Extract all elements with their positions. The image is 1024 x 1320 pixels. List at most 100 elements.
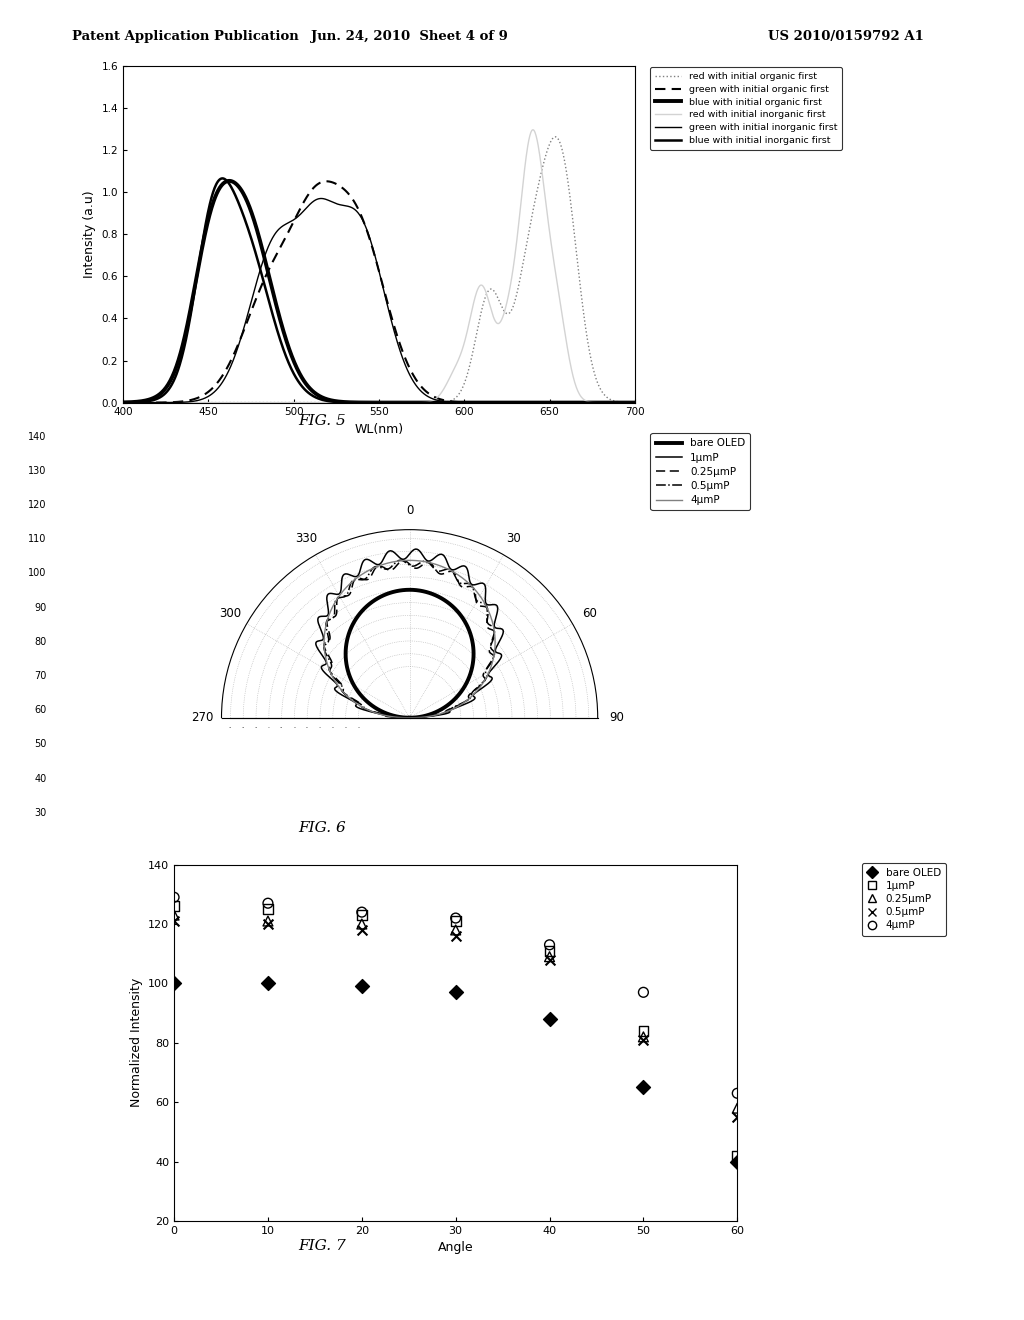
green with initial organic first	[321, 173, 333, 189]
Text: US 2010/0159792 A1: US 2010/0159792 A1	[768, 30, 924, 44]
red with initial organic first	[474, 308, 486, 323]
4μmP	[260, 892, 276, 913]
red with initial organic first	[522, 224, 535, 240]
Line: green with initial organic first: green with initial organic first	[123, 181, 643, 403]
Text: FIG. 7: FIG. 7	[299, 1239, 346, 1253]
X-axis label: WL(nm): WL(nm)	[354, 422, 403, 436]
green with initial inorganic first	[523, 395, 536, 411]
red with initial inorganic first	[117, 395, 129, 411]
Text: Patent Application Publication: Patent Application Publication	[72, 30, 298, 44]
4μmP	[635, 982, 651, 1003]
red with initial inorganic first	[474, 277, 486, 293]
Line: blue with initial inorganic first: blue with initial inorganic first	[123, 178, 643, 403]
bare OLED	[353, 975, 370, 997]
red with initial organic first	[532, 178, 545, 194]
X-axis label: Angle: Angle	[438, 1241, 473, 1254]
green with initial inorganic first	[117, 395, 129, 411]
red with initial organic first	[170, 395, 182, 411]
4μmP	[353, 902, 370, 923]
4μmP	[166, 887, 182, 908]
Line: red with initial inorganic first: red with initial inorganic first	[123, 129, 643, 403]
0.25μmP	[353, 913, 370, 935]
green with initial inorganic first	[315, 190, 328, 206]
blue with initial organic first	[637, 395, 649, 411]
blue with initial organic first	[117, 395, 129, 411]
green with initial organic first	[475, 395, 487, 411]
red with initial inorganic first	[522, 132, 535, 148]
red with initial inorganic first	[637, 395, 649, 411]
1μmP	[729, 1144, 745, 1167]
Legend: bare OLED, 1μmP, 0.25μmP, 0.5μmP, 4μmP: bare OLED, 1μmP, 0.25μmP, 0.5μmP, 4μmP	[650, 433, 751, 511]
red with initial inorganic first	[170, 395, 182, 411]
green with initial organic first	[532, 395, 545, 411]
bare OLED	[166, 973, 182, 994]
green with initial inorganic first	[532, 395, 545, 411]
Text: FIG. 6: FIG. 6	[299, 821, 346, 834]
Line: red with initial organic first: red with initial organic first	[123, 137, 643, 403]
bare OLED	[635, 1077, 651, 1098]
green with initial inorganic first	[637, 395, 649, 411]
0.25μmP	[166, 904, 182, 925]
4μmP	[447, 908, 464, 929]
red with initial organic first	[549, 129, 561, 145]
0.5μmP	[447, 925, 464, 946]
green with initial organic first	[346, 191, 358, 207]
bare OLED	[729, 1151, 745, 1172]
green with initial organic first	[637, 395, 649, 411]
blue with initial inorganic first	[216, 170, 228, 186]
Line: blue with initial organic first: blue with initial organic first	[123, 181, 643, 403]
green with initial inorganic first	[346, 201, 358, 216]
0.5μmP	[729, 1106, 745, 1127]
0.25μmP	[447, 919, 464, 940]
green with initial inorganic first	[475, 395, 487, 411]
green with initial organic first	[170, 395, 182, 411]
4μmP	[729, 1082, 745, 1104]
blue with initial inorganic first	[346, 395, 358, 411]
0.25μmP	[260, 911, 276, 932]
Text: FIG. 5: FIG. 5	[299, 414, 346, 428]
blue with initial organic first	[523, 395, 536, 411]
Text: Jun. 24, 2010  Sheet 4 of 9: Jun. 24, 2010 Sheet 4 of 9	[311, 30, 508, 44]
1μmP	[635, 1020, 651, 1041]
red with initial inorganic first	[526, 121, 539, 137]
red with initial inorganic first	[328, 395, 340, 411]
Y-axis label: Intensity (a.u): Intensity (a.u)	[83, 190, 96, 279]
Line: green with initial inorganic first: green with initial inorganic first	[123, 198, 643, 403]
bare OLED	[447, 982, 464, 1003]
blue with initial organic first	[328, 393, 340, 409]
blue with initial inorganic first	[475, 395, 487, 411]
blue with initial inorganic first	[637, 395, 649, 411]
green with initial inorganic first	[328, 195, 340, 211]
red with initial organic first	[637, 395, 649, 411]
bare OLED	[260, 973, 276, 994]
blue with initial inorganic first	[170, 367, 182, 383]
1μmP	[353, 904, 370, 925]
blue with initial inorganic first	[117, 395, 129, 411]
green with initial organic first	[328, 176, 340, 191]
4μmP	[542, 935, 558, 956]
0.25μmP	[729, 1098, 745, 1119]
bare OLED	[542, 1008, 558, 1030]
blue with initial inorganic first	[328, 393, 340, 409]
red with initial organic first	[346, 395, 358, 411]
blue with initial organic first	[223, 173, 236, 189]
Y-axis label: Normalized Intensity: Normalized Intensity	[130, 978, 142, 1107]
0.5μmP	[166, 911, 182, 932]
red with initial inorganic first	[346, 395, 358, 411]
0.5μmP	[542, 949, 558, 970]
green with initial inorganic first	[170, 395, 182, 411]
1μmP	[260, 899, 276, 920]
1μmP	[542, 940, 558, 961]
blue with initial inorganic first	[532, 395, 545, 411]
red with initial organic first	[117, 395, 129, 411]
0.5μmP	[353, 919, 370, 940]
Legend: red with initial organic first, green with initial organic first, blue with init: red with initial organic first, green wi…	[650, 67, 842, 149]
blue with initial inorganic first	[523, 395, 536, 411]
0.25μmP	[635, 1027, 651, 1048]
blue with initial organic first	[170, 359, 182, 375]
0.5μmP	[635, 1030, 651, 1051]
0.25μmP	[542, 946, 558, 968]
1μmP	[166, 895, 182, 916]
0.5μmP	[260, 913, 276, 935]
blue with initial organic first	[532, 395, 545, 411]
